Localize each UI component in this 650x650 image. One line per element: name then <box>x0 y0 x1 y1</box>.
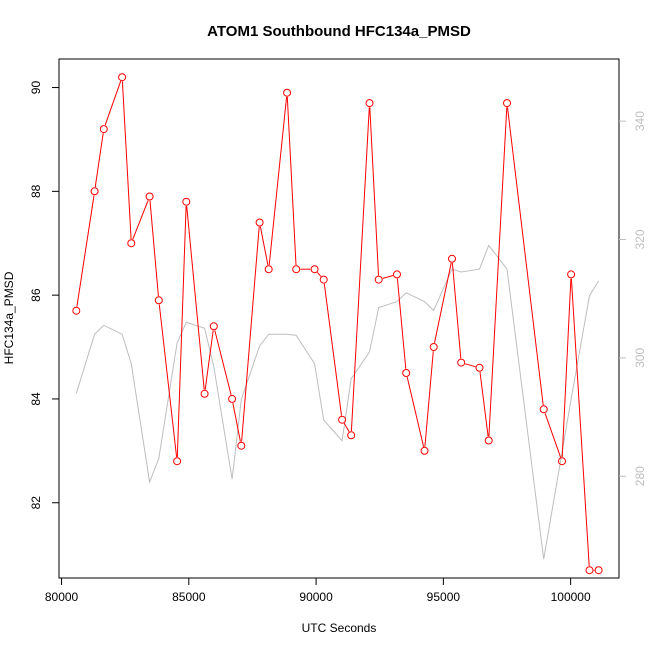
data-point <box>539 405 548 414</box>
y-axis-label: HFC134a_PMSD <box>2 271 16 364</box>
y2-tick-label: 320 <box>633 229 647 249</box>
data-point <box>182 197 191 206</box>
data-point <box>145 192 154 201</box>
series-segment <box>406 376 425 447</box>
series-segment <box>465 363 476 368</box>
data-point <box>402 369 411 377</box>
data-point <box>338 415 347 424</box>
series-segment <box>350 107 370 432</box>
data-point <box>365 99 374 108</box>
data-point <box>200 389 209 398</box>
x-axis-label: UTC Seconds <box>302 621 377 635</box>
y2-tick-label: 280 <box>633 466 647 486</box>
data-point <box>237 441 246 450</box>
series-segment <box>176 205 187 458</box>
data-point <box>292 265 301 274</box>
series-segment <box>132 200 149 240</box>
y-tick-label: 82 <box>29 496 43 510</box>
data-point <box>255 218 264 227</box>
series-segment <box>544 413 562 458</box>
series-right-axis <box>75 244 600 560</box>
series-segment <box>343 423 350 432</box>
data-point <box>558 457 566 466</box>
series-left-axis <box>72 73 603 575</box>
y-tick-label: 86 <box>29 288 43 302</box>
series-segment <box>186 205 205 390</box>
data-point <box>319 275 328 284</box>
data-point <box>475 363 484 372</box>
data-point <box>118 73 127 82</box>
data-point <box>594 566 603 575</box>
series-segment <box>396 278 407 369</box>
series-segment <box>259 226 269 266</box>
series-segment <box>316 271 322 277</box>
series-segment <box>286 96 297 266</box>
series-segment <box>241 226 260 442</box>
data-point <box>374 275 383 284</box>
series-segment <box>570 278 590 567</box>
data-point <box>310 265 319 274</box>
series-segment <box>323 283 342 416</box>
data-point <box>99 125 108 134</box>
data-point <box>503 99 511 108</box>
data-point <box>429 343 438 351</box>
data-point <box>393 270 401 279</box>
data-point <box>173 457 182 466</box>
series-segment <box>561 278 572 458</box>
data-point <box>448 254 456 263</box>
data-point <box>283 88 292 97</box>
data-point <box>209 322 218 331</box>
series-segment <box>149 200 159 297</box>
y-tick-label: 88 <box>29 184 43 198</box>
x-tick-label: 85000 <box>172 590 206 604</box>
series-segment <box>104 80 122 126</box>
data-point <box>567 270 576 279</box>
x-tick-label: 90000 <box>299 590 333 604</box>
series-segment <box>232 403 241 442</box>
series-segment <box>507 107 544 406</box>
x-tick-label: 80000 <box>45 590 79 604</box>
data-point <box>457 358 466 367</box>
y2-tick-label: 300 <box>633 348 647 368</box>
series-segment <box>434 262 452 344</box>
x-tick-label: 95000 <box>427 590 461 604</box>
x-axis: 80000 85000 90000 95000 100000 <box>45 577 591 604</box>
chart-title: ATOM1 Southbound HFC134a_PMSD <box>207 23 471 40</box>
series-segment <box>424 351 434 447</box>
y-axis: 82 84 86 88 90 <box>29 81 60 510</box>
series-line-right <box>75 244 600 560</box>
y2-axis: 280 300 320 340 <box>619 111 647 486</box>
series-segment <box>158 304 178 458</box>
x-tick-label: 100000 <box>551 590 591 604</box>
y2-tick-label: 340 <box>633 111 647 131</box>
series-segment <box>382 275 394 279</box>
y-tick-label: 84 <box>29 392 43 406</box>
series-segment <box>488 107 508 437</box>
series-segment <box>76 195 95 307</box>
series-segment <box>121 81 132 240</box>
data-point <box>484 436 493 445</box>
series-segment <box>204 330 214 390</box>
data-point <box>585 566 594 575</box>
data-point <box>228 394 237 403</box>
series-segment <box>214 330 232 396</box>
data-point <box>347 431 356 440</box>
series-segment <box>94 133 104 188</box>
data-point <box>264 265 273 274</box>
data-point <box>72 306 81 315</box>
series-segment <box>369 107 379 276</box>
series-segment <box>451 262 462 359</box>
series-segment <box>479 371 489 437</box>
data-point <box>127 239 136 248</box>
data-point <box>420 446 429 455</box>
data-point <box>90 187 99 196</box>
series-segment <box>268 96 288 266</box>
data-point <box>154 296 163 305</box>
y-tick-label: 90 <box>29 81 43 95</box>
